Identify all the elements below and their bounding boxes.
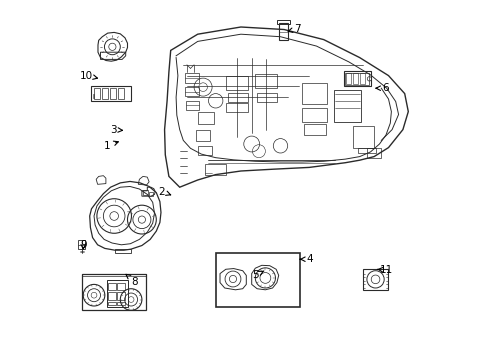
Bar [359, 73, 365, 84]
Bar [78, 240, 85, 249]
Bar [185, 87, 199, 96]
Bar [303, 124, 325, 135]
Bar [366, 148, 381, 158]
Bar [278, 23, 287, 40]
Bar [102, 88, 107, 99]
Bar [197, 146, 212, 155]
Text: 3: 3 [110, 125, 122, 135]
Bar [149, 192, 153, 196]
Text: 1: 1 [103, 141, 118, 151]
Bar [185, 73, 199, 83]
Bar [255, 74, 276, 88]
Bar [92, 94, 94, 98]
Bar [352, 126, 373, 148]
Bar [197, 112, 213, 124]
Bar [333, 90, 360, 122]
Bar [277, 20, 289, 24]
Bar [257, 93, 276, 102]
Bar [115, 249, 131, 253]
Text: 6: 6 [375, 83, 388, 93]
Bar [204, 164, 226, 175]
Bar [196, 130, 210, 141]
Bar [108, 292, 116, 300]
Bar [117, 292, 125, 300]
Bar [357, 148, 375, 153]
Bar [363, 269, 387, 290]
Bar [302, 108, 326, 122]
Bar [118, 88, 123, 99]
Bar [110, 88, 115, 99]
Bar [81, 274, 145, 276]
Bar [117, 283, 125, 290]
Bar [91, 86, 131, 101]
Bar [108, 302, 116, 305]
Text: 9: 9 [80, 240, 86, 250]
Bar [302, 83, 326, 104]
Bar [107, 280, 127, 307]
Bar [108, 283, 116, 290]
Bar [142, 190, 148, 195]
Text: 8: 8 [126, 274, 138, 287]
Bar [352, 73, 357, 84]
Text: 4: 4 [300, 254, 312, 264]
Bar [226, 76, 247, 90]
Text: 2: 2 [158, 186, 170, 197]
Bar [226, 103, 247, 112]
Text: 11: 11 [377, 265, 392, 275]
Bar [343, 71, 370, 86]
Bar [117, 302, 125, 305]
Bar [345, 73, 350, 84]
Text: 10: 10 [80, 71, 97, 81]
Text: 5: 5 [251, 270, 264, 280]
Bar [215, 253, 300, 307]
Bar [94, 88, 100, 99]
Bar [344, 73, 368, 85]
Bar [186, 101, 199, 110]
Bar [81, 274, 145, 310]
Bar [228, 93, 247, 102]
Text: 7: 7 [287, 24, 301, 34]
